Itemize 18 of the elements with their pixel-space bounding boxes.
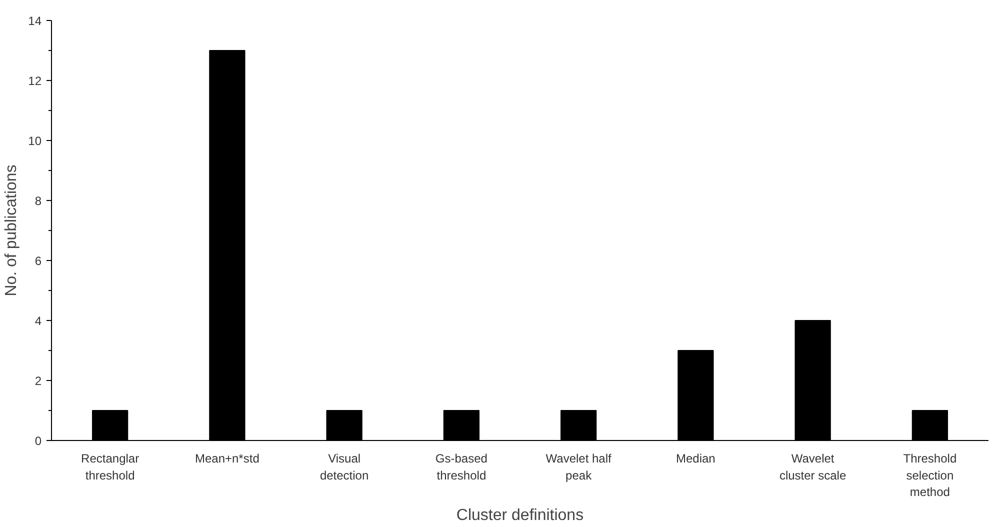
y-tick-label: 2 (34, 374, 42, 388)
y-tick-label: 14 (28, 14, 42, 28)
x-tick-label: Median (676, 452, 716, 466)
x-tick-label: Mean+n*std (195, 452, 260, 466)
x-tick-label: Threshold selection method (903, 452, 957, 500)
x-tick-label: Rectanglar threshold (81, 452, 140, 482)
x-tick-label: Wavelet half peak (546, 452, 612, 482)
y-tick-label: 12 (28, 74, 42, 88)
y-tick-label: 0 (34, 434, 42, 448)
y-tick-label: 6 (34, 254, 42, 268)
x-tick-label: Gs-based threshold (435, 452, 488, 482)
x-tick-label: Wavelet cluster scale (779, 452, 846, 482)
y-tick-label: 4 (34, 314, 42, 328)
y-tick-label: 10 (28, 134, 42, 148)
x-axis-title: Cluster definitions (456, 507, 584, 524)
y-tick-label: 8 (34, 194, 42, 208)
y-axis-title: No. of publications (3, 164, 20, 296)
x-tick-label: Visual detection (320, 452, 369, 482)
